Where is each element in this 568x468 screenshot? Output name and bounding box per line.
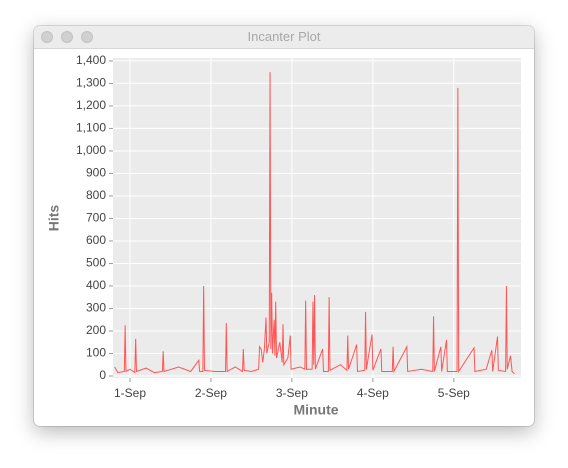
y-tick-label: 1,300 <box>76 76 106 90</box>
y-tick-label: 0 <box>99 368 106 382</box>
y-tick-label: 600 <box>86 233 106 247</box>
y-tick-label: 500 <box>86 256 106 270</box>
y-tick-label: 300 <box>86 301 106 315</box>
minimize-button[interactable] <box>61 31 73 43</box>
y-tick-label: 1,200 <box>76 98 106 112</box>
x-tick-label: 5-Sep <box>438 386 470 400</box>
y-axis-label: Hits <box>46 205 62 232</box>
y-tick-label: 400 <box>86 278 106 292</box>
x-axis-label: Minute <box>293 402 338 418</box>
x-tick-label: 4-Sep <box>357 386 389 400</box>
y-tick-label: 1,000 <box>76 143 106 157</box>
y-tick-label: 200 <box>86 323 106 337</box>
title-bar: Incanter Plot <box>34 26 534 49</box>
window-title: Incanter Plot <box>247 29 321 44</box>
x-tick-label: 3-Sep <box>276 386 308 400</box>
y-tick-label: 100 <box>86 346 106 360</box>
x-tick-label: 2-Sep <box>195 386 227 400</box>
y-tick-label: 800 <box>86 188 106 202</box>
x-tick-label: 1-Sep <box>114 386 146 400</box>
zoom-button[interactable] <box>81 31 93 43</box>
y-tick-label: 900 <box>86 166 106 180</box>
y-tick-label: 1,100 <box>76 121 106 135</box>
data-line <box>114 72 515 375</box>
y-tick-label: 1,400 <box>76 53 106 67</box>
close-button[interactable] <box>41 31 53 43</box>
y-tick-label: 700 <box>86 211 106 225</box>
